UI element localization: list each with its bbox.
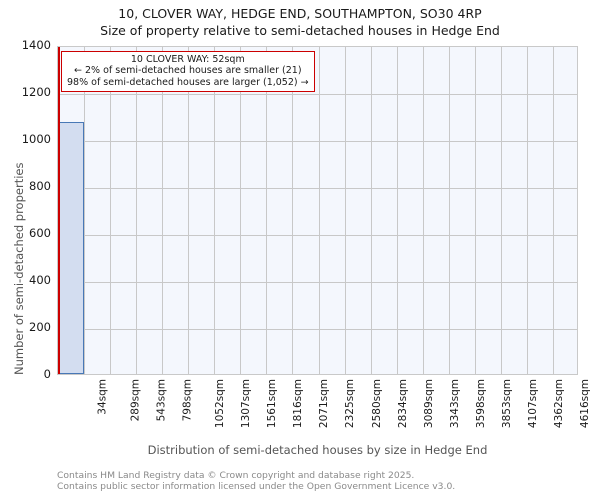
gridline-vertical [318,47,320,374]
gridline-horizontal [58,235,577,236]
x-axis-tick-label: 289sqm [129,379,142,422]
footer-attribution: Contains HM Land Registry data © Crown c… [57,470,455,492]
y-axis-tick-label: 600 [29,226,51,240]
annotation-line-1: 10 CLOVER WAY: 52sqm [130,54,245,65]
x-axis-tick-label: 3343sqm [448,379,461,429]
y-axis-title: Number of semi-detached properties [12,162,26,375]
x-axis-tick-label: 543sqm [155,379,168,422]
property-annotation-box: 10 CLOVER WAY: 52sqm ← 2% of semi-detach… [61,51,315,93]
y-axis-tick-label: 0 [43,367,51,381]
gridline-vertical [370,47,372,374]
gridline-vertical [136,47,138,374]
x-axis-tick-label: 3598sqm [474,379,487,429]
x-axis-tick-label: 3089sqm [422,379,435,429]
x-axis-tick-label: 2834sqm [396,379,409,429]
chart-subtitle: Size of property relative to semi-detach… [100,23,500,38]
gridline-vertical [344,47,346,374]
gridline-vertical [396,47,398,374]
x-axis-tick-label: 2325sqm [344,379,357,429]
gridline-vertical [266,47,268,374]
gridline-vertical [84,47,86,374]
y-axis-tick-label: 800 [29,179,51,193]
x-axis-tick-label: 1816sqm [292,379,305,429]
x-axis-tick-label: 4107sqm [526,379,539,429]
y-axis-tick-label: 200 [29,320,51,334]
y-axis-tick-label: 1200 [21,85,51,99]
footer-line-2: Contains public sector information licen… [57,481,456,492]
x-axis-tick-label: 2071sqm [318,379,331,429]
chart-title: 10, CLOVER WAY, HEDGE END, SOUTHAMPTON, … [118,6,482,21]
y-axis-tick-labels: 0 200 400 600 800 1000 1200 1400 [0,0,51,500]
gridline-vertical [162,47,164,374]
gridline-vertical [110,47,112,374]
x-axis-title: Distribution of semi-detached houses by … [147,443,488,457]
gridline-vertical [448,47,450,374]
x-axis-tick-label: 2580sqm [370,379,383,429]
gridline-horizontal [58,141,577,142]
gridline-vertical [292,47,294,374]
footer-line-1: Contains HM Land Registry data © Crown c… [57,470,415,481]
gridline-vertical [214,47,216,374]
y-axis-tick-label: 400 [29,273,51,287]
x-axis-tick-label: 34sqm [96,379,109,415]
gridline-vertical [552,47,554,374]
gridline-vertical [422,47,424,374]
x-axis-tick-label: 1307sqm [240,379,253,429]
plot-area [57,46,578,375]
x-axis-tick-label: 1052sqm [214,379,227,429]
y-axis-tick-label: 1000 [21,132,51,146]
x-axis-tick-label: 1561sqm [266,379,279,429]
histogram-bar [58,121,85,374]
annotation-line-2: ← 2% of semi-detached houses are smaller… [74,65,302,77]
gridline-horizontal [58,329,577,330]
annotation-line-3: 98% of semi-detached houses are larger (… [67,76,309,88]
property-marker-line [58,47,60,374]
gridline-vertical [240,47,242,374]
gridline-horizontal [58,188,577,189]
x-axis-tick-label: 798sqm [181,379,194,422]
gridline-vertical [188,47,190,374]
y-axis-tick-label: 1400 [21,38,51,52]
gridline-vertical [500,47,502,374]
gridline-vertical [526,47,528,374]
x-axis-tick-label: 4616sqm [578,379,591,429]
x-axis-tick-label: 3853sqm [500,379,513,429]
x-axis-tick-label: 4362sqm [552,379,565,429]
gridline-horizontal [58,94,577,95]
gridline-horizontal [58,282,577,283]
gridline-vertical [474,47,476,374]
